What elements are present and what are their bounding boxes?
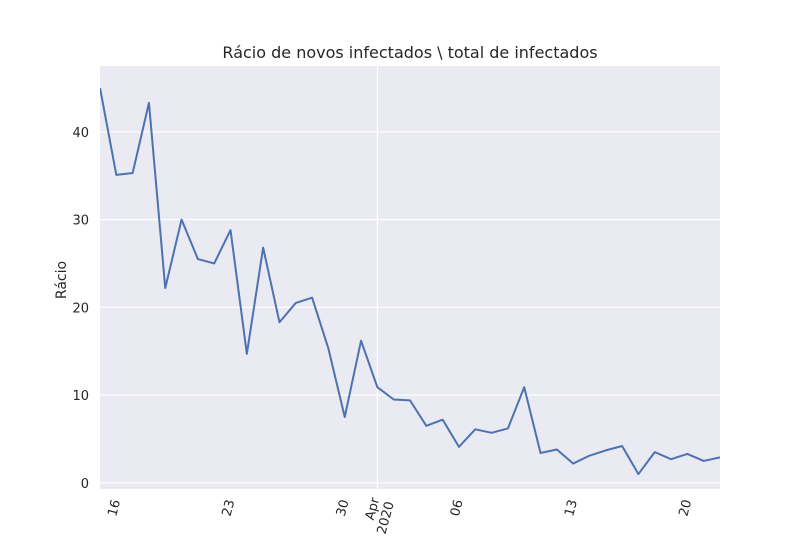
series-group xyxy=(99,87,721,476)
plot-background xyxy=(100,66,720,489)
y-tick-label: 0 xyxy=(81,477,89,492)
y-tick-label: 40 xyxy=(72,126,89,141)
x-tick-label: 06 xyxy=(448,498,467,518)
x-tick-label: 20 xyxy=(676,498,695,518)
x-tick-label: 13 xyxy=(562,498,581,518)
x-tick-label: 16 xyxy=(105,498,124,518)
chart-title: Rácio de novos infectados \ total de inf… xyxy=(222,43,597,62)
x-tick-label: 23 xyxy=(220,498,239,518)
y-tick-label: 20 xyxy=(72,301,89,316)
grid xyxy=(100,66,720,489)
y-tick-label: 10 xyxy=(72,389,89,404)
y-tick-label: 30 xyxy=(72,214,89,229)
y-axis-label: Rácio xyxy=(54,261,70,299)
x-tick-label: Apr xyxy=(363,496,383,522)
y-tick-labels: 0 10 20 30 40 xyxy=(72,126,89,492)
x-tick-label: 30 xyxy=(334,498,353,518)
